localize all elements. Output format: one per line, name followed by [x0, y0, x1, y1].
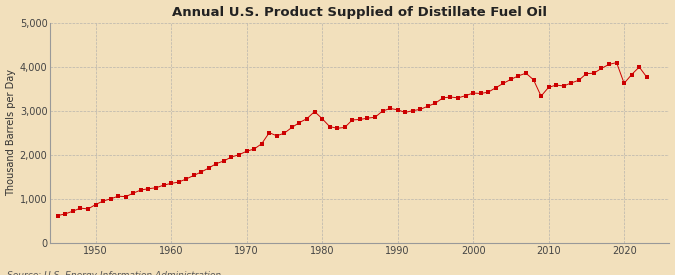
Y-axis label: Thousand Barrels per Day: Thousand Barrels per Day [5, 69, 16, 196]
Title: Annual U.S. Product Supplied of Distillate Fuel Oil: Annual U.S. Product Supplied of Distilla… [172, 6, 547, 18]
Text: Source: U.S. Energy Information Administration: Source: U.S. Energy Information Administ… [7, 271, 221, 275]
